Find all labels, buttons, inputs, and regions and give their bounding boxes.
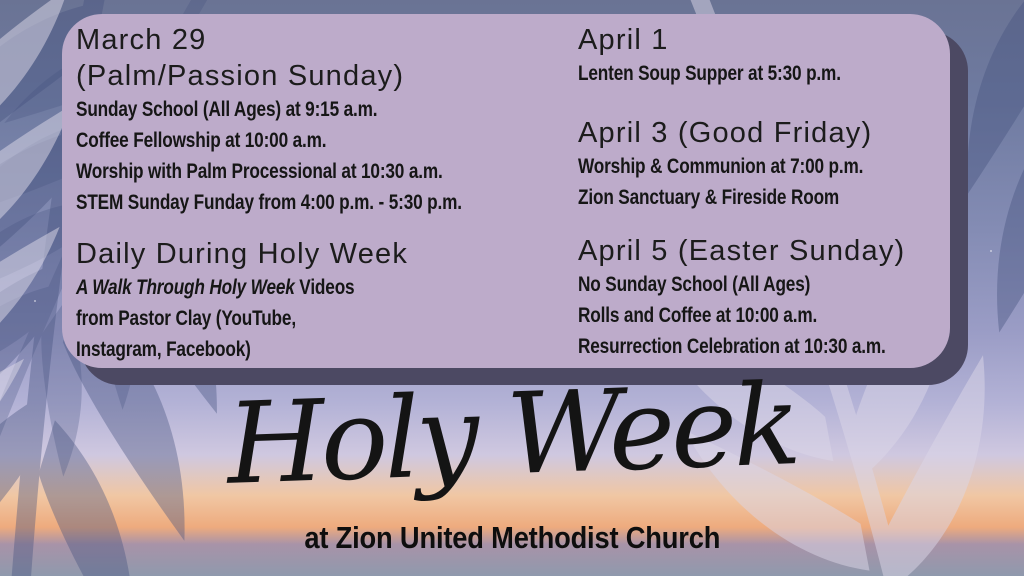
event-line: Worship with Palm Processional at 10:30 … — [76, 160, 443, 183]
church-name: at Zion United Methodist Church — [304, 520, 720, 555]
section-march-29: March 29 (Palm/Passion Sunday) Sunday Sc… — [76, 22, 556, 218]
event-line: Lenten Soup Supper at 5:30 p.m. — [578, 62, 841, 85]
section-subheading: (Palm/Passion Sunday) — [76, 60, 405, 92]
schedule-panel — [62, 14, 950, 368]
event-line: Rolls and Coffee at 10:00 a.m. — [578, 304, 818, 327]
schedule-column-left: March 29 (Palm/Passion Sunday) Sunday Sc… — [76, 22, 556, 365]
section-heading: March 29 — [76, 24, 207, 56]
holy-week-script-title: Holy Week — [224, 360, 800, 510]
event-line: Instagram, Facebook) — [76, 338, 251, 361]
event-line: from Pastor Clay (YouTube, — [76, 307, 296, 330]
event-line: Coffee Fellowship at 10:00 a.m. — [76, 129, 327, 152]
section-heading: April 1 — [578, 24, 669, 56]
star-dot — [990, 250, 992, 252]
event-line: Zion Sanctuary & Fireside Room — [578, 186, 840, 209]
event-line-suffix: Videos — [294, 276, 355, 299]
event-line: No Sunday School (All Ages) — [578, 273, 811, 296]
church-name-wrap: at Zion United Methodist Church — [0, 516, 1024, 560]
video-series-title: A Walk Through Holy Week — [76, 276, 295, 299]
section-heading: April 5 (Easter Sunday) — [578, 235, 906, 267]
event-line: Sunday School (All Ages) at 9:15 a.m. — [76, 98, 378, 121]
section-april-5: April 5 (Easter Sunday) No Sunday School… — [578, 233, 948, 362]
section-april-3: April 3 (Good Friday) Worship & Communio… — [578, 115, 948, 213]
event-line: A Walk Through Holy Week Videos — [76, 272, 470, 303]
star-dot — [34, 300, 36, 302]
section-april-1: April 1 Lenten Soup Supper at 5:30 p.m. — [578, 22, 948, 89]
section-heading: April 3 (Good Friday) — [578, 117, 873, 149]
event-line: Resurrection Celebration at 10:30 a.m. — [578, 335, 886, 358]
section-heading: Daily During Holy Week — [76, 238, 409, 270]
event-line: Worship & Communion at 7:00 p.m. — [578, 155, 864, 178]
event-line: STEM Sunday Funday from 4:00 p.m. - 5:30… — [76, 191, 462, 214]
schedule-column-right: April 1 Lenten Soup Supper at 5:30 p.m. … — [578, 22, 948, 362]
section-daily-holy-week: Daily During Holy Week A Walk Through Ho… — [76, 236, 556, 365]
